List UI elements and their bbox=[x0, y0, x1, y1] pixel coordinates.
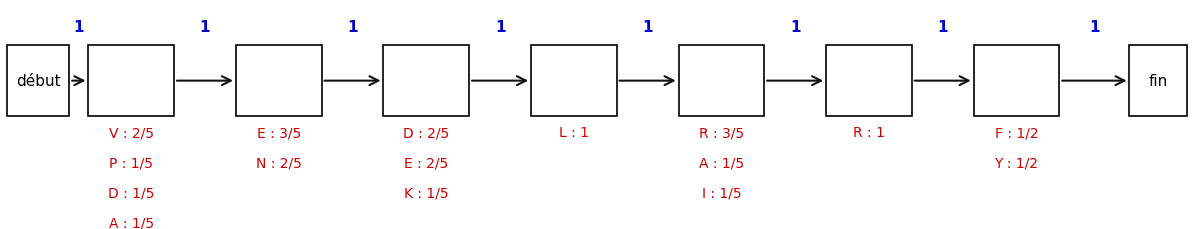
FancyBboxPatch shape bbox=[1130, 46, 1187, 117]
Text: L : 1: L : 1 bbox=[559, 126, 589, 140]
FancyBboxPatch shape bbox=[678, 46, 764, 117]
Text: K : 1/5: K : 1/5 bbox=[404, 185, 449, 199]
Text: P : 1/5: P : 1/5 bbox=[109, 156, 153, 169]
Text: 1: 1 bbox=[790, 20, 800, 35]
Text: début: début bbox=[16, 74, 61, 89]
Text: I : 1/5: I : 1/5 bbox=[702, 185, 741, 199]
Text: Y : 1/2: Y : 1/2 bbox=[995, 156, 1039, 169]
FancyBboxPatch shape bbox=[826, 46, 912, 117]
Text: 1: 1 bbox=[494, 20, 505, 35]
Text: 1: 1 bbox=[199, 20, 210, 35]
Text: R : 1: R : 1 bbox=[853, 126, 885, 140]
Text: 1: 1 bbox=[347, 20, 358, 35]
Text: N : 2/5: N : 2/5 bbox=[256, 156, 302, 169]
Text: R : 3/5: R : 3/5 bbox=[698, 126, 744, 140]
Text: fin: fin bbox=[1149, 74, 1168, 89]
FancyBboxPatch shape bbox=[88, 46, 174, 117]
Text: E : 2/5: E : 2/5 bbox=[405, 156, 449, 169]
Text: F : 1/2: F : 1/2 bbox=[995, 126, 1039, 140]
Text: D : 2/5: D : 2/5 bbox=[404, 126, 449, 140]
Text: A : 1/5: A : 1/5 bbox=[109, 215, 154, 229]
FancyBboxPatch shape bbox=[531, 46, 617, 117]
Text: 1: 1 bbox=[74, 20, 84, 35]
Text: 1: 1 bbox=[1089, 20, 1100, 35]
FancyBboxPatch shape bbox=[7, 46, 69, 117]
Text: D : 1/5: D : 1/5 bbox=[107, 185, 154, 199]
Text: A : 1/5: A : 1/5 bbox=[698, 156, 744, 169]
Text: E : 3/5: E : 3/5 bbox=[257, 126, 301, 140]
Text: 1: 1 bbox=[937, 20, 948, 35]
FancyBboxPatch shape bbox=[236, 46, 321, 117]
FancyBboxPatch shape bbox=[383, 46, 469, 117]
FancyBboxPatch shape bbox=[973, 46, 1059, 117]
Text: V : 2/5: V : 2/5 bbox=[109, 126, 154, 140]
Text: 1: 1 bbox=[642, 20, 653, 35]
